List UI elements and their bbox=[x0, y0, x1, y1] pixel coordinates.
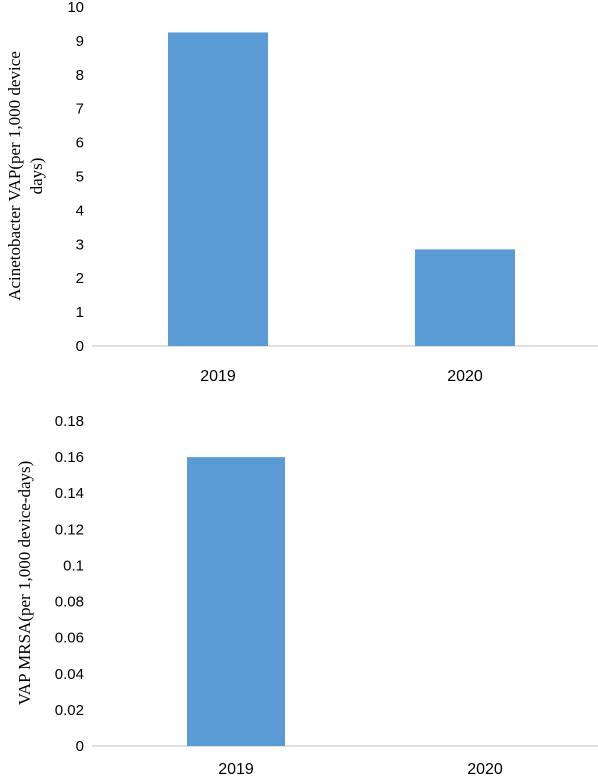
y-tick-label: 0.18 bbox=[55, 413, 84, 430]
y-tick-label: 4 bbox=[76, 202, 84, 219]
y-tick-label: 2 bbox=[76, 270, 84, 287]
y-tick-label: 9 bbox=[76, 33, 84, 50]
y-tick-label: 10 bbox=[67, 0, 84, 16]
y-tick-label: 5 bbox=[76, 169, 84, 186]
x-tick-label: 2019 bbox=[218, 761, 254, 778]
y-tick-label: 0.08 bbox=[55, 594, 84, 611]
y-tick-label: 1 bbox=[76, 304, 84, 321]
chart-acinetobacter-vap: 0 1 2 3 4 5 6 7 8 9 10 2019 2020 Acinetobacter VAP(pe… bbox=[5, 0, 598, 385]
y-tick-label: 8 bbox=[76, 67, 84, 84]
y-tick-label: 0.04 bbox=[55, 666, 84, 683]
y-tick-label: 7 bbox=[76, 101, 84, 118]
x-tick-label: 2020 bbox=[447, 368, 483, 385]
y-tick-label: 0.14 bbox=[55, 485, 84, 502]
y-tick-label: 6 bbox=[76, 135, 84, 152]
y-axis-label: Acinetobacter VAP(per 1,000 device bbox=[5, 51, 24, 301]
y-tick-label: 0.02 bbox=[55, 702, 84, 719]
y-tick-label: 0 bbox=[76, 338, 84, 355]
y-tick-label: 0.12 bbox=[55, 521, 84, 538]
x-tick-label: 2019 bbox=[200, 368, 236, 385]
x-tick-label: 2020 bbox=[467, 761, 503, 778]
chart-vap-mrsa: 0 0.02 0.04 0.06 0.08 0.1 0.12 0.14 0.16 0.18 2019… bbox=[15, 413, 598, 778]
bar-2019 bbox=[187, 457, 285, 746]
bar-2019 bbox=[168, 32, 268, 347]
y-tick-label: 0.1 bbox=[63, 557, 84, 574]
y-tick-label: 0.06 bbox=[55, 630, 84, 647]
y-axis-label: VAP MRSA(per 1,000 device-days) bbox=[15, 461, 34, 706]
y-tick-label: 0.16 bbox=[55, 449, 84, 466]
y-axis-label: days) bbox=[27, 158, 46, 195]
y-tick-label: 0 bbox=[76, 738, 84, 755]
bar-2020 bbox=[415, 249, 515, 346]
y-tick-label: 3 bbox=[76, 236, 84, 253]
